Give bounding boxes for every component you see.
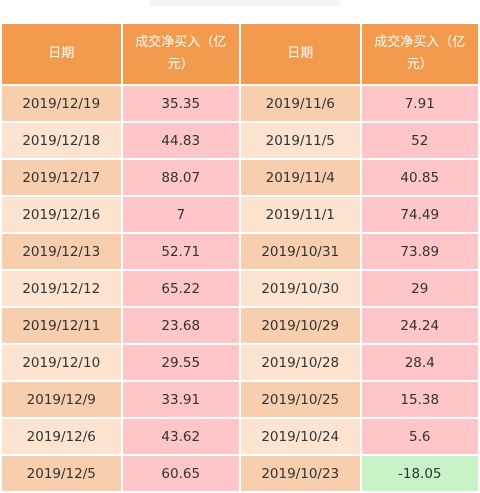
- date-cell-left: 2019/12/16: [2, 197, 121, 232]
- date-cell-right: 2019/11/6: [240, 86, 360, 121]
- net-buy-cell-left: 29.55: [122, 345, 239, 380]
- date-cell-right: 2019/10/25: [240, 382, 360, 417]
- date-cell-left: 2019/12/10: [2, 345, 121, 380]
- net-buy-cell-left: 33.91: [122, 382, 239, 417]
- date-cell-right: 2019/11/1: [240, 197, 360, 232]
- header-date-left: 日期: [2, 24, 121, 84]
- date-cell-left: 2019/12/12: [2, 271, 121, 306]
- net-buy-cell-left: 65.22: [122, 271, 239, 306]
- date-cell-right: 2019/10/29: [240, 308, 360, 343]
- date-cell-left: 2019/12/17: [2, 160, 121, 195]
- date-cell-right: 2019/10/31: [240, 234, 360, 269]
- date-cell-right: 2019/10/28: [240, 345, 360, 380]
- net-buy-cell-left: 7: [122, 197, 239, 232]
- table-row: 2019/12/6 43.62 2019/10/24 5.6: [2, 419, 478, 454]
- net-buy-cell-left: 23.68: [122, 308, 239, 343]
- table-row: 2019/12/16 7 2019/11/1 74.49: [2, 197, 478, 232]
- net-buy-cell-left: 35.35: [122, 86, 239, 121]
- date-cell-right: 2019/10/30: [240, 271, 360, 306]
- net-buy-cell-right: 29: [361, 271, 478, 306]
- table-row: 2019/12/19 35.35 2019/11/6 7.91: [2, 86, 478, 121]
- date-cell-right: 2019/11/4: [240, 160, 360, 195]
- header-date-right: 日期: [240, 24, 360, 84]
- net-buy-cell-right: 15.38: [361, 382, 478, 417]
- header-net-buy-right: 成交净买入（亿元）: [361, 24, 478, 84]
- table-row: 2019/12/10 29.55 2019/10/28 28.4: [2, 345, 478, 380]
- date-cell-left: 2019/12/18: [2, 123, 121, 158]
- date-cell-left: 2019/12/6: [2, 419, 121, 454]
- net-buy-cell-left: 43.62: [122, 419, 239, 454]
- net-buy-cell-left: 52.71: [122, 234, 239, 269]
- date-cell-left: 2019/12/19: [2, 86, 121, 121]
- date-cell-left: 2019/12/11: [2, 308, 121, 343]
- net-buy-cell-right: 5.6: [361, 419, 478, 454]
- table-row: 2019/12/9 33.91 2019/10/25 15.38: [2, 382, 478, 417]
- net-buy-cell-right: 40.85: [361, 160, 478, 195]
- date-cell-left: 2019/12/5: [2, 456, 121, 491]
- table-row: 2019/12/13 52.71 2019/10/31 73.89: [2, 234, 478, 269]
- table-row: 2019/12/12 65.22 2019/10/30 29: [2, 271, 478, 306]
- date-cell-right: 2019/10/24: [240, 419, 360, 454]
- net-buy-cell-right: 52: [361, 123, 478, 158]
- net-buy-cell-left: 60.65: [122, 456, 239, 491]
- table-row: 2019/12/17 88.07 2019/11/4 40.85: [2, 160, 478, 195]
- faded-caption-bar: [150, 0, 340, 6]
- net-buy-cell-left: 44.83: [122, 123, 239, 158]
- table-row: 2019/12/18 44.83 2019/11/5 52: [2, 123, 478, 158]
- net-buy-cell-right: -18.05: [361, 456, 478, 491]
- net-buy-cell-left: 88.07: [122, 160, 239, 195]
- date-cell-right: 2019/11/5: [240, 123, 360, 158]
- table-row: 2019/12/11 23.68 2019/10/29 24.24: [2, 308, 478, 343]
- net-buy-table: 日期 成交净买入（亿元） 日期 成交净买入（亿元） 2019/12/19 35.3…: [0, 22, 480, 493]
- header-row: 日期 成交净买入（亿元） 日期 成交净买入（亿元）: [2, 24, 478, 84]
- date-cell-left: 2019/12/9: [2, 382, 121, 417]
- net-buy-cell-right: 74.49: [361, 197, 478, 232]
- top-strip: [0, 0, 480, 22]
- header-net-buy-left: 成交净买入（亿元）: [122, 24, 239, 84]
- net-buy-cell-right: 28.4: [361, 345, 478, 380]
- net-buy-cell-right: 7.91: [361, 86, 478, 121]
- date-cell-right: 2019/10/23: [240, 456, 360, 491]
- net-buy-cell-right: 24.24: [361, 308, 478, 343]
- date-cell-left: 2019/12/13: [2, 234, 121, 269]
- table-row: 2019/12/5 60.65 2019/10/23 -18.05: [2, 456, 478, 491]
- net-buy-cell-right: 73.89: [361, 234, 478, 269]
